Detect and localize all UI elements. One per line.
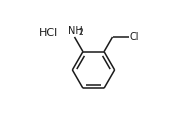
Text: Cl: Cl <box>130 32 139 42</box>
Text: HCl: HCl <box>39 28 58 38</box>
Text: 2: 2 <box>78 27 83 37</box>
Text: NH: NH <box>68 26 82 36</box>
